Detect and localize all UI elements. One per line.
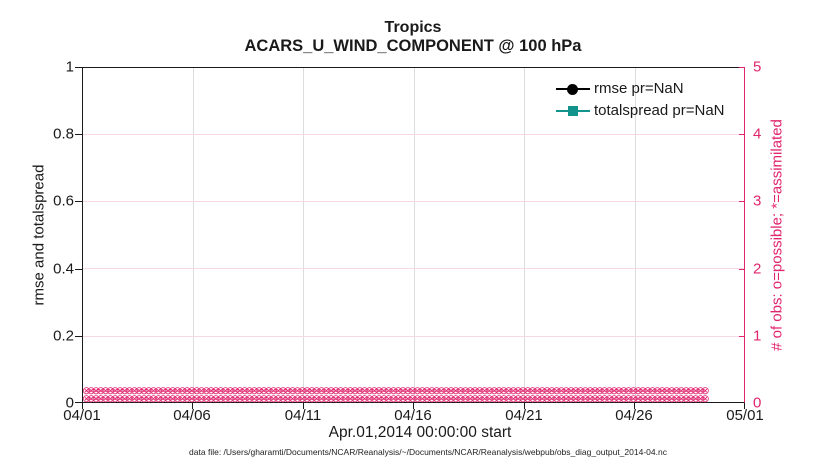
- x-axis-tick-label: 05/01: [726, 407, 764, 424]
- right-axis-tick-label: 1: [753, 327, 762, 345]
- plot-area: [82, 67, 745, 403]
- obs-assimilated-markers: ⊗⊗⊗⊗⊗⊗⊗⊗⊗⊗⊗⊗⊗⊗⊗⊗⊗⊗⊗⊗⊗⊗⊗⊗⊗⊗⊗⊗⊗⊗⊗⊗⊗⊗⊗⊗⊗⊗⊗⊗…: [82, 393, 710, 404]
- right-axis-tick-label: 2: [753, 260, 762, 278]
- chart-title: Tropics: [384, 19, 442, 36]
- x-tick: [413, 403, 414, 409]
- right-axis-tick-label: 3: [753, 192, 762, 210]
- left-tick: [75, 134, 82, 135]
- left-axis-tick-label: 0.6: [53, 192, 74, 210]
- right-axis-title: # of obs: o=possible; *=assimilated: [768, 119, 786, 351]
- vertical-gridline: [303, 68, 304, 402]
- x-axis-tick-label: 04/21: [505, 407, 543, 424]
- left-tick: [75, 269, 82, 270]
- right-tick: [739, 336, 745, 337]
- left-tick: [75, 336, 82, 337]
- left-axis-title: rmse and totalspread: [30, 164, 48, 306]
- vertical-gridline: [524, 68, 525, 402]
- totalspread-square-marker-icon: [568, 105, 578, 116]
- left-axis-tick-label: 0.8: [53, 125, 74, 143]
- x-tick: [744, 403, 745, 409]
- right-tick: [739, 269, 745, 270]
- x-tick: [82, 403, 83, 409]
- right-axis-tick-label: 4: [753, 125, 762, 143]
- legend-entry-rmse: rmse pr=NaN: [552, 78, 752, 100]
- left-axis-tick-label: 0: [65, 394, 74, 412]
- left-tick: [75, 201, 82, 202]
- x-axis-tick-label: 04/01: [63, 407, 101, 424]
- rmse-circle-marker-icon: [567, 83, 578, 95]
- legend-label-rmse: rmse pr=NaN: [594, 80, 684, 97]
- obs-count-marker-band: ⊗⊗⊗⊗⊗⊗⊗⊗⊗⊗⊗⊗⊗⊗⊗⊗⊗⊗⊗⊗⊗⊗⊗⊗⊗⊗⊗⊗⊗⊗⊗⊗⊗⊗⊗⊗⊗⊗⊗⊗…: [82, 387, 745, 404]
- right-axis-tick-label: 0: [753, 394, 762, 412]
- left-tick: [75, 67, 82, 68]
- vertical-gridline: [635, 68, 636, 402]
- obs-possible-markers: ⊗⊗⊗⊗⊗⊗⊗⊗⊗⊗⊗⊗⊗⊗⊗⊗⊗⊗⊗⊗⊗⊗⊗⊗⊗⊗⊗⊗⊗⊗⊗⊗⊗⊗⊗⊗⊗⊗⊗⊗…: [82, 387, 710, 397]
- x-axis-tick-label: 04/06: [173, 407, 211, 424]
- chart-subtitle: ACARS_U_WIND_COMPONENT @ 100 hPa: [244, 37, 582, 55]
- right-tick: [739, 201, 745, 202]
- left-axis-tick-label: 1: [65, 58, 74, 76]
- horizontal-gridline: [83, 134, 744, 135]
- x-axis-tick-label: 04/11: [284, 407, 322, 424]
- horizontal-gridline: [83, 336, 744, 337]
- legend-entry-totalspread: totalspread pr=NaN: [552, 100, 752, 122]
- right-axis-tick-label: 5: [753, 58, 762, 76]
- x-tick: [524, 403, 525, 409]
- data-file-caption: data file: /Users/gharamti/Documents/NCA…: [189, 447, 667, 457]
- x-tick: [303, 403, 304, 409]
- legend-label-totalspread: totalspread pr=NaN: [594, 102, 725, 119]
- x-axis-tick-label: 04/16: [394, 407, 432, 424]
- horizontal-gridline: [83, 268, 744, 269]
- x-tick: [192, 403, 193, 409]
- vertical-gridline: [193, 68, 194, 402]
- vertical-gridline: [414, 68, 415, 402]
- left-tick: [75, 402, 82, 403]
- right-tick: [739, 134, 745, 135]
- left-axis-tick-label: 0.2: [53, 327, 74, 345]
- left-axis-tick-label: 0.4: [53, 260, 74, 278]
- right-tick: [739, 67, 745, 68]
- horizontal-gridline: [83, 201, 744, 202]
- x-axis-tick-label: 04/26: [615, 407, 653, 424]
- x-axis-title: Apr.01,2014 00:00:00 start: [328, 424, 512, 441]
- legend: rmse pr=NaN totalspread pr=NaN: [552, 78, 752, 122]
- x-tick: [634, 403, 635, 409]
